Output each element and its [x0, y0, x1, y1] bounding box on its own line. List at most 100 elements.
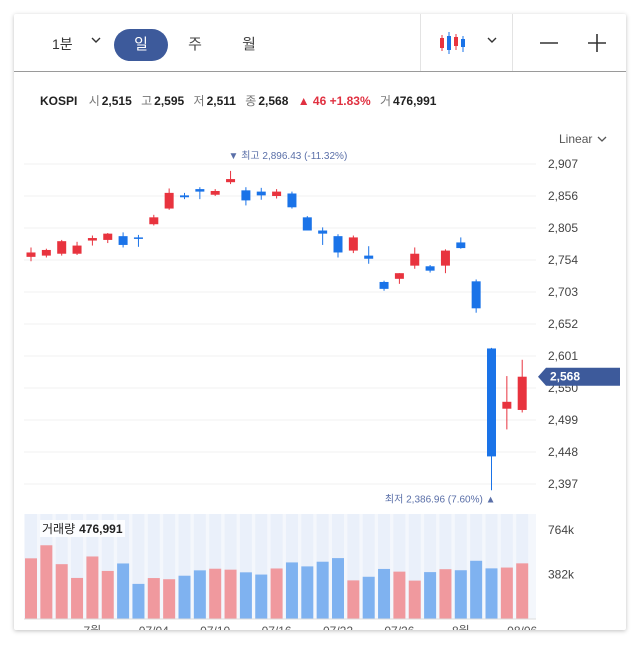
- price-tick-label: 2,856: [548, 189, 578, 203]
- low-annotation: 최저 2,386.96 (7.60%) ▲: [385, 493, 496, 505]
- price-tick-label: 2,448: [548, 445, 578, 459]
- price-tick-label: 2,754: [548, 253, 578, 267]
- candle-body: [410, 253, 420, 266]
- volume-bar: [147, 578, 160, 619]
- high-label: 고: [141, 94, 153, 108]
- volume-bar: [239, 572, 252, 619]
- candle-body: [180, 195, 189, 198]
- quote-summary: KOSPI 시 2,515 고 2,595 저 2,511 종 2,568 ▲ 46 +…: [40, 92, 442, 109]
- volume-bar: [516, 563, 529, 619]
- x-tick-label: 7월: [84, 624, 102, 630]
- volume-bar: [193, 570, 206, 619]
- price-tick-label: 2,652: [548, 317, 578, 331]
- low-value: 2,511: [206, 94, 236, 108]
- chart-toolbar: 1분 일 주 월: [14, 14, 626, 72]
- volume-bar: [408, 580, 421, 619]
- volume-bar: [485, 568, 498, 619]
- candle-body: [502, 401, 512, 409]
- volume-bar: [178, 575, 191, 619]
- volume-slot: [500, 514, 513, 619]
- candle-body: [425, 266, 435, 271]
- volume-bar: [132, 583, 145, 619]
- volume-bar: [424, 572, 437, 619]
- volume-legend-value: 476,991: [79, 522, 123, 536]
- volume-bar: [163, 579, 176, 619]
- volume-bar: [117, 563, 130, 619]
- volume-bar: [362, 576, 375, 619]
- chevron-down-icon[interactable]: [486, 36, 498, 46]
- candle-body: [241, 190, 251, 201]
- volume-bar: [454, 570, 467, 619]
- high-value: 2,595: [154, 94, 185, 108]
- timeframe-select[interactable]: 1분: [52, 36, 73, 52]
- volume-bar: [270, 568, 283, 619]
- candle-body: [103, 233, 113, 240]
- volume-bar: [25, 558, 37, 619]
- candle-body: [210, 190, 220, 195]
- x-tick-label: 08/06: [507, 624, 537, 630]
- volume-bar: [55, 564, 68, 619]
- x-tick-label: 07/26: [384, 624, 414, 630]
- volume-bar: [316, 561, 329, 619]
- volume-bar: [40, 545, 53, 619]
- scale-mode-select[interactable]: Linear: [559, 132, 607, 146]
- tab-day[interactable]: 일: [114, 29, 168, 61]
- scale-mode-label: Linear: [559, 132, 593, 146]
- candlestick-icon[interactable]: [438, 30, 468, 56]
- last-price-tag: [538, 367, 620, 386]
- candle-body: [149, 217, 159, 225]
- volume-value: 476,991: [393, 94, 437, 108]
- candle-body: [256, 191, 266, 196]
- candle-body: [394, 273, 404, 279]
- candle-body: [72, 245, 82, 254]
- price-tick-label: 2,907: [548, 157, 578, 171]
- candle-body: [41, 249, 51, 256]
- tab-month[interactable]: 월: [242, 36, 256, 53]
- volume-legend: 거래량 476,991: [40, 520, 125, 537]
- open-label: 시: [88, 94, 100, 108]
- volume-bar: [332, 558, 344, 619]
- volume-bar: [378, 568, 391, 619]
- volume-bar: [301, 566, 314, 619]
- price-tick-label: 2,601: [548, 349, 578, 363]
- price-tick-label: 2,805: [548, 221, 578, 235]
- candle-body: [456, 242, 466, 249]
- volume-bar: [347, 580, 360, 619]
- price-tick-label: 2,499: [548, 413, 578, 427]
- high-annotation: ▼ 최고 2,896.43 (-11.32%): [229, 150, 348, 162]
- candle-body: [517, 376, 527, 410]
- chevron-down-icon[interactable]: [90, 36, 102, 46]
- volume-tick-label: 382k: [548, 567, 575, 581]
- toolbar-divider: [420, 14, 421, 71]
- volume-label: 거: [380, 94, 392, 108]
- candle-body: [133, 237, 143, 239]
- close-value: 2,568: [258, 94, 289, 108]
- candle-body: [348, 237, 358, 251]
- candle-body: [364, 255, 374, 259]
- candle-body: [302, 217, 312, 231]
- candle-body: [195, 189, 205, 192]
- candle-body: [487, 348, 496, 457]
- minus-icon[interactable]: [536, 30, 562, 56]
- volume-bar: [71, 577, 84, 619]
- plus-icon[interactable]: [584, 30, 610, 56]
- x-tick-label: 07/10: [200, 624, 230, 630]
- last-price-label: 2,568: [550, 370, 580, 384]
- candle-body: [471, 281, 481, 309]
- volume-bar: [101, 570, 114, 619]
- candle-body: [440, 250, 450, 266]
- tab-week[interactable]: 주: [188, 36, 202, 53]
- candle-body: [287, 193, 297, 208]
- price-chart[interactable]: 2,9072,8562,8052,7542,7032,6522,6012,550…: [14, 144, 626, 630]
- change-value: ▲ 46 +1.83%: [297, 94, 371, 108]
- x-tick-label: 07/04: [139, 624, 169, 630]
- candle-body: [379, 281, 389, 289]
- volume-bar: [86, 556, 99, 619]
- candle-body: [226, 179, 236, 183]
- candle-body: [272, 191, 282, 196]
- volume-bar: [439, 569, 452, 619]
- x-tick-label: 07/16: [262, 624, 292, 630]
- candle-body: [164, 192, 174, 209]
- toolbar-divider: [512, 14, 513, 71]
- candle-body: [333, 236, 343, 253]
